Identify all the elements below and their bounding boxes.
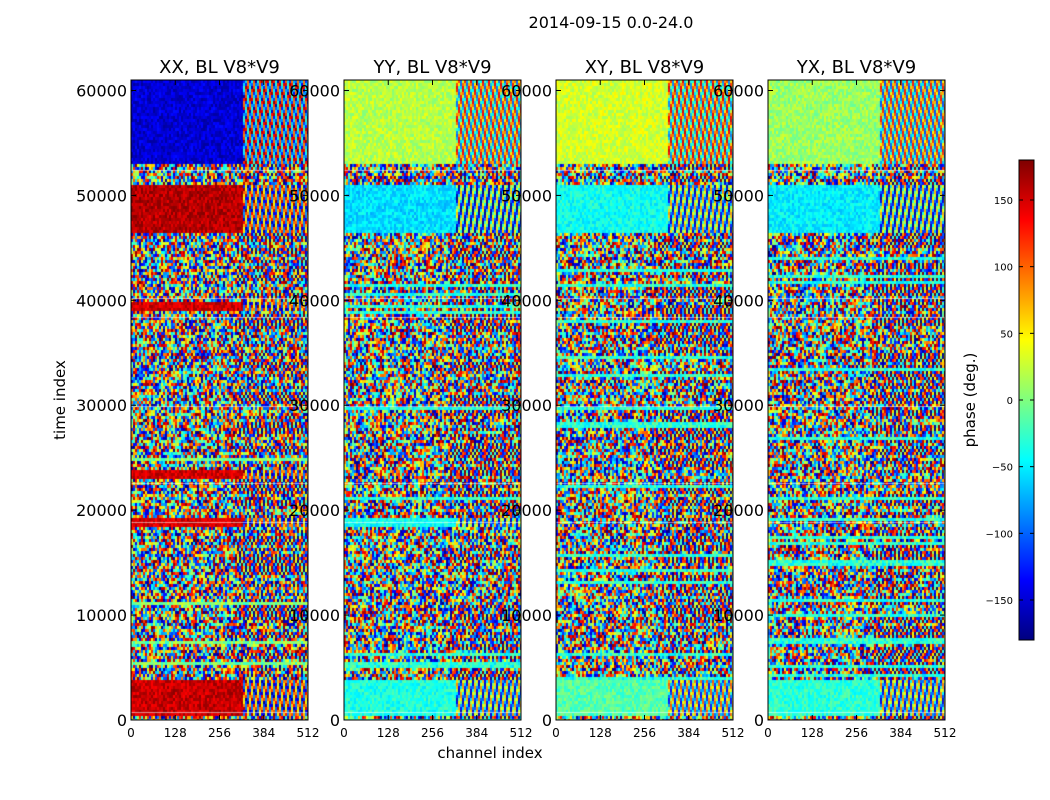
x-tick-label: 256: [208, 726, 231, 740]
colorbar-tick-label: −100: [986, 529, 1013, 540]
x-tick-label: 384: [677, 726, 700, 740]
y-tick-label: 40000: [289, 291, 340, 310]
y-axis-label: time index: [51, 360, 69, 440]
y-tick-label: 20000: [289, 501, 340, 520]
colorbar: 150 100 50 0 −50 −100 −150: [986, 159, 1035, 641]
y-tick-label: 30000: [713, 396, 764, 415]
y-tick-label: 20000: [76, 501, 127, 520]
panel-title: XY, BL V8*V9: [585, 57, 704, 78]
y-tick-label: 40000: [76, 291, 127, 310]
y-tick-label: 10000: [713, 606, 764, 625]
panel-title: YX, BL V8*V9: [796, 57, 916, 78]
colorbar-label: phase (deg.): [961, 353, 979, 448]
x-axis-label: channel index: [437, 744, 542, 762]
x-tick-label: 0: [340, 726, 348, 740]
x-tick-label: 128: [801, 726, 824, 740]
y-tick-label: 10000: [501, 606, 552, 625]
x-tick-label: 256: [421, 726, 444, 740]
panel-title: XX, BL V8*V9: [159, 57, 280, 78]
y-tick-label: 0: [330, 711, 340, 730]
x-tick-label: 256: [845, 726, 868, 740]
colorbar-tick-label: 0: [1007, 396, 1013, 407]
x-tick-label: 256: [633, 726, 656, 740]
heatmap-panels: XX, BL V8*V9 0 128 256 384 512 0 10000 20000 3000…: [76, 57, 956, 740]
y-tick-label: 20000: [501, 501, 552, 520]
x-tick-label: 512: [510, 726, 533, 740]
x-tick-label: 512: [934, 726, 957, 740]
figure-suptitle: 2014-09-15 0.0-24.0: [529, 13, 694, 32]
x-tick-label: 512: [297, 726, 320, 740]
y-tick-label: 40000: [713, 291, 764, 310]
y-tick-label: 20000: [713, 501, 764, 520]
heatmap-image: [556, 80, 733, 720]
y-tick-label: 10000: [289, 606, 340, 625]
y-tick-label: 40000: [501, 291, 552, 310]
heatmap-image: [344, 80, 521, 720]
x-tick-label: 128: [164, 726, 187, 740]
y-tick-label: 60000: [713, 81, 764, 100]
colorbar-tick-label: −50: [992, 463, 1013, 474]
heatmap-image: [768, 80, 945, 720]
x-tick-label: 0: [127, 726, 135, 740]
x-tick-label: 128: [589, 726, 612, 740]
y-tick-label: 60000: [76, 81, 127, 100]
x-tick-label: 0: [764, 726, 772, 740]
panel-title: YY, BL V8*V9: [372, 57, 491, 78]
y-tick-label: 50000: [289, 186, 340, 205]
y-tick-label: 50000: [76, 186, 127, 205]
x-tick-label: 128: [377, 726, 400, 740]
panel-2: YY, BL V8*V9 0 128 256 384 512 0 10000 20000 3000…: [289, 57, 532, 740]
panel-3: XY, BL V8*V9 0 128 256 384 512 0 10000 20000 3000…: [501, 57, 744, 740]
y-tick-label: 30000: [289, 396, 340, 415]
x-tick-label: 384: [465, 726, 488, 740]
y-tick-label: 30000: [76, 396, 127, 415]
panel-4: YX, BL V8*V9 0 128 256 384 512 0 10000 20000 3000…: [713, 57, 956, 740]
x-tick-label: 384: [252, 726, 275, 740]
colorbar-tick-label: 150: [994, 196, 1013, 207]
heatmap-image: [131, 80, 308, 720]
y-tick-label: 60000: [501, 81, 552, 100]
y-tick-label: 0: [117, 711, 127, 730]
colorbar-tick-label: 50: [1000, 329, 1013, 340]
y-tick-label: 0: [542, 711, 552, 730]
colorbar-tick-label: −150: [986, 596, 1013, 607]
y-tick-label: 10000: [76, 606, 127, 625]
colorbar-tick-label: 100: [994, 263, 1013, 274]
x-tick-label: 384: [889, 726, 912, 740]
y-tick-label: 50000: [501, 186, 552, 205]
x-tick-label: 512: [722, 726, 745, 740]
y-tick-label: 30000: [501, 396, 552, 415]
x-tick-label: 0: [552, 726, 560, 740]
panel-1: XX, BL V8*V9 0 128 256 384 512 0 10000 20000 3000…: [76, 57, 319, 740]
y-tick-label: 60000: [289, 81, 340, 100]
y-tick-label: 50000: [713, 186, 764, 205]
y-tick-label: 0: [754, 711, 764, 730]
